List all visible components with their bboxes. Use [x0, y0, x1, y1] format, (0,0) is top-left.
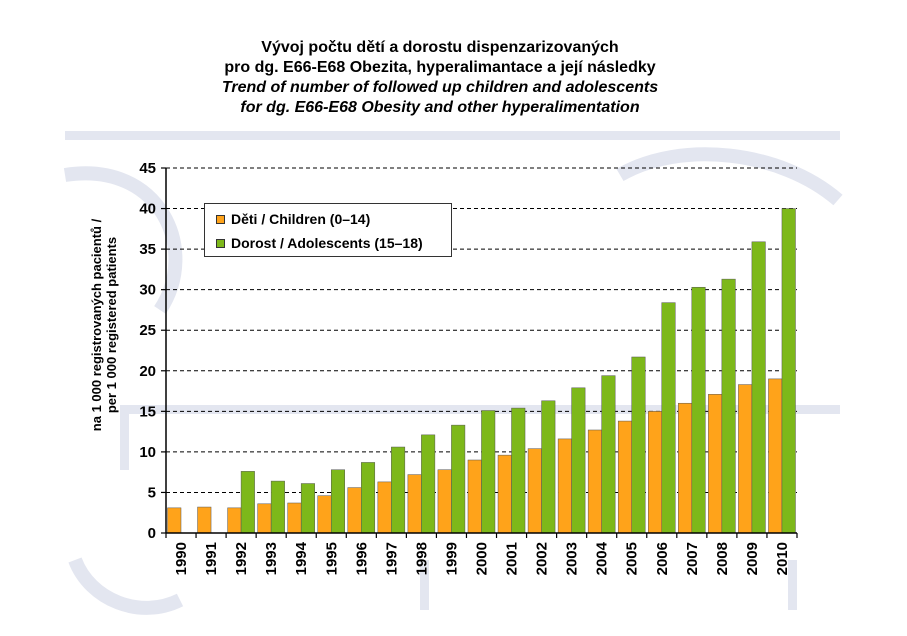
legend-swatch-adolescents	[216, 238, 225, 248]
bar-adolescents	[391, 446, 406, 534]
y-tick-label: 30	[139, 282, 156, 299]
x-tick-label: 2010	[774, 542, 791, 575]
bar-adolescents	[300, 483, 315, 534]
x-tick-label: 2002	[534, 542, 551, 575]
bar-children	[497, 454, 512, 534]
legend-label-children: Děti / Children (0–14)	[231, 211, 371, 227]
legend-item-children: Děti / Children (0–14)	[216, 210, 370, 228]
bar-children	[557, 438, 572, 534]
bar-adolescents	[451, 424, 466, 534]
x-tick-label: 2008	[714, 542, 731, 575]
x-tick-label: 1996	[353, 542, 370, 575]
x-tick-label: 1992	[233, 542, 250, 575]
title-en-line1: Trend of number of followed up children …	[221, 79, 659, 96]
bar-adolescents	[511, 407, 526, 534]
x-tick-label: 1995	[323, 542, 340, 575]
bar-children	[227, 507, 242, 534]
bar-adolescents	[751, 241, 766, 534]
x-tick-label: 2007	[684, 542, 701, 575]
x-tick-label: 2005	[624, 542, 641, 575]
y-tick-label: 40	[139, 201, 156, 218]
watermark-stem-mid	[420, 560, 429, 610]
y-tick-label: 0	[148, 525, 156, 542]
bar-children	[377, 481, 392, 534]
x-tick-label: 1990	[173, 542, 190, 575]
bar-children	[437, 469, 452, 534]
y-tick-label: 20	[139, 363, 156, 380]
bar-children	[678, 402, 693, 534]
x-tick-label: 2009	[744, 542, 761, 575]
chart-title: Vývoj počtu dětí a dorostu dispenzarizov…	[60, 38, 820, 118]
x-tick-label: 1993	[263, 542, 280, 575]
watermark-stem-left	[120, 410, 129, 470]
bar-children	[287, 502, 302, 534]
x-tick-label: 1997	[383, 542, 400, 575]
watermark-arc-left	[63, 166, 183, 314]
bar-children	[317, 495, 332, 534]
bar-adolescents	[661, 302, 676, 534]
bar-adolescents	[631, 356, 646, 534]
y-axis-label-cz: na 1 000 registrovaných pacientů /	[89, 218, 104, 432]
title-cz-line2: pro dg. E66-E68 Obezita, hyperalimantace…	[224, 59, 656, 76]
x-tick-label: 2004	[594, 541, 611, 575]
bar-children	[467, 459, 482, 534]
x-tick-label: 1991	[203, 542, 220, 575]
y-tick-label: 45	[139, 160, 156, 177]
legend-label-adolescents: Dorost / Adolescents (15–18)	[231, 235, 423, 251]
bar-adolescents	[721, 278, 736, 534]
bar-adolescents	[421, 434, 436, 534]
bar-children	[347, 487, 362, 534]
x-tick-label: 1999	[443, 542, 460, 575]
watermark-arc-right	[616, 147, 843, 206]
y-tick-label: 25	[139, 322, 156, 339]
x-tick-label: 2001	[504, 542, 521, 575]
bar-adolescents	[571, 387, 586, 534]
bar-children	[197, 506, 212, 534]
bar-children	[527, 448, 542, 534]
bar-children	[648, 411, 663, 534]
bar-children	[257, 503, 272, 534]
bar-children	[617, 420, 632, 534]
bar-adolescents	[361, 462, 376, 534]
title-cz-line1: Vývoj počtu dětí a dorostu dispenzarizov…	[261, 39, 619, 56]
y-tick-label: 35	[139, 241, 156, 258]
y-tick-label: 10	[139, 444, 156, 461]
y-tick-label: 15	[139, 403, 156, 420]
x-tick-label: 1994	[293, 541, 310, 575]
bar-adolescents	[270, 480, 285, 534]
bar-children	[167, 507, 182, 534]
watermark-band-bottom	[120, 405, 840, 414]
bar-children	[738, 384, 753, 534]
legend-item-adolescents: Dorost / Adolescents (15–18)	[216, 234, 423, 252]
bar-adolescents	[601, 375, 616, 534]
watermark-band-top	[65, 131, 840, 140]
x-tick-label: 2003	[564, 542, 581, 575]
bar-children	[708, 394, 723, 534]
bar-adolescents	[481, 410, 496, 534]
y-axis-label-en: per 1 000 registered patients	[104, 236, 119, 414]
x-tick-label: 2006	[654, 542, 671, 575]
watermark-stem-right	[788, 560, 797, 610]
x-tick-label: 1998	[413, 542, 430, 575]
y-tick-label: 5	[148, 484, 156, 501]
bar-adolescents	[330, 469, 345, 534]
bar-adolescents	[240, 471, 255, 534]
y-axis-label: na 1 000 registrovaných pacientů / per 1…	[89, 200, 119, 450]
chart-legend: Děti / Children (0–14) Dorost / Adolesce…	[204, 203, 452, 257]
bar-children	[768, 378, 783, 534]
bar-adolescents	[541, 400, 556, 534]
bar-adolescents	[691, 286, 706, 534]
bar-children	[407, 474, 422, 534]
bar-adolescents	[781, 208, 796, 534]
legend-swatch-children	[216, 214, 225, 224]
watermark-arc-bottom	[68, 557, 184, 615]
title-en-line2: for dg. E66-E68 Obesity and other hypera…	[240, 99, 640, 116]
x-tick-label: 2000	[474, 542, 491, 575]
bar-children	[587, 429, 602, 534]
